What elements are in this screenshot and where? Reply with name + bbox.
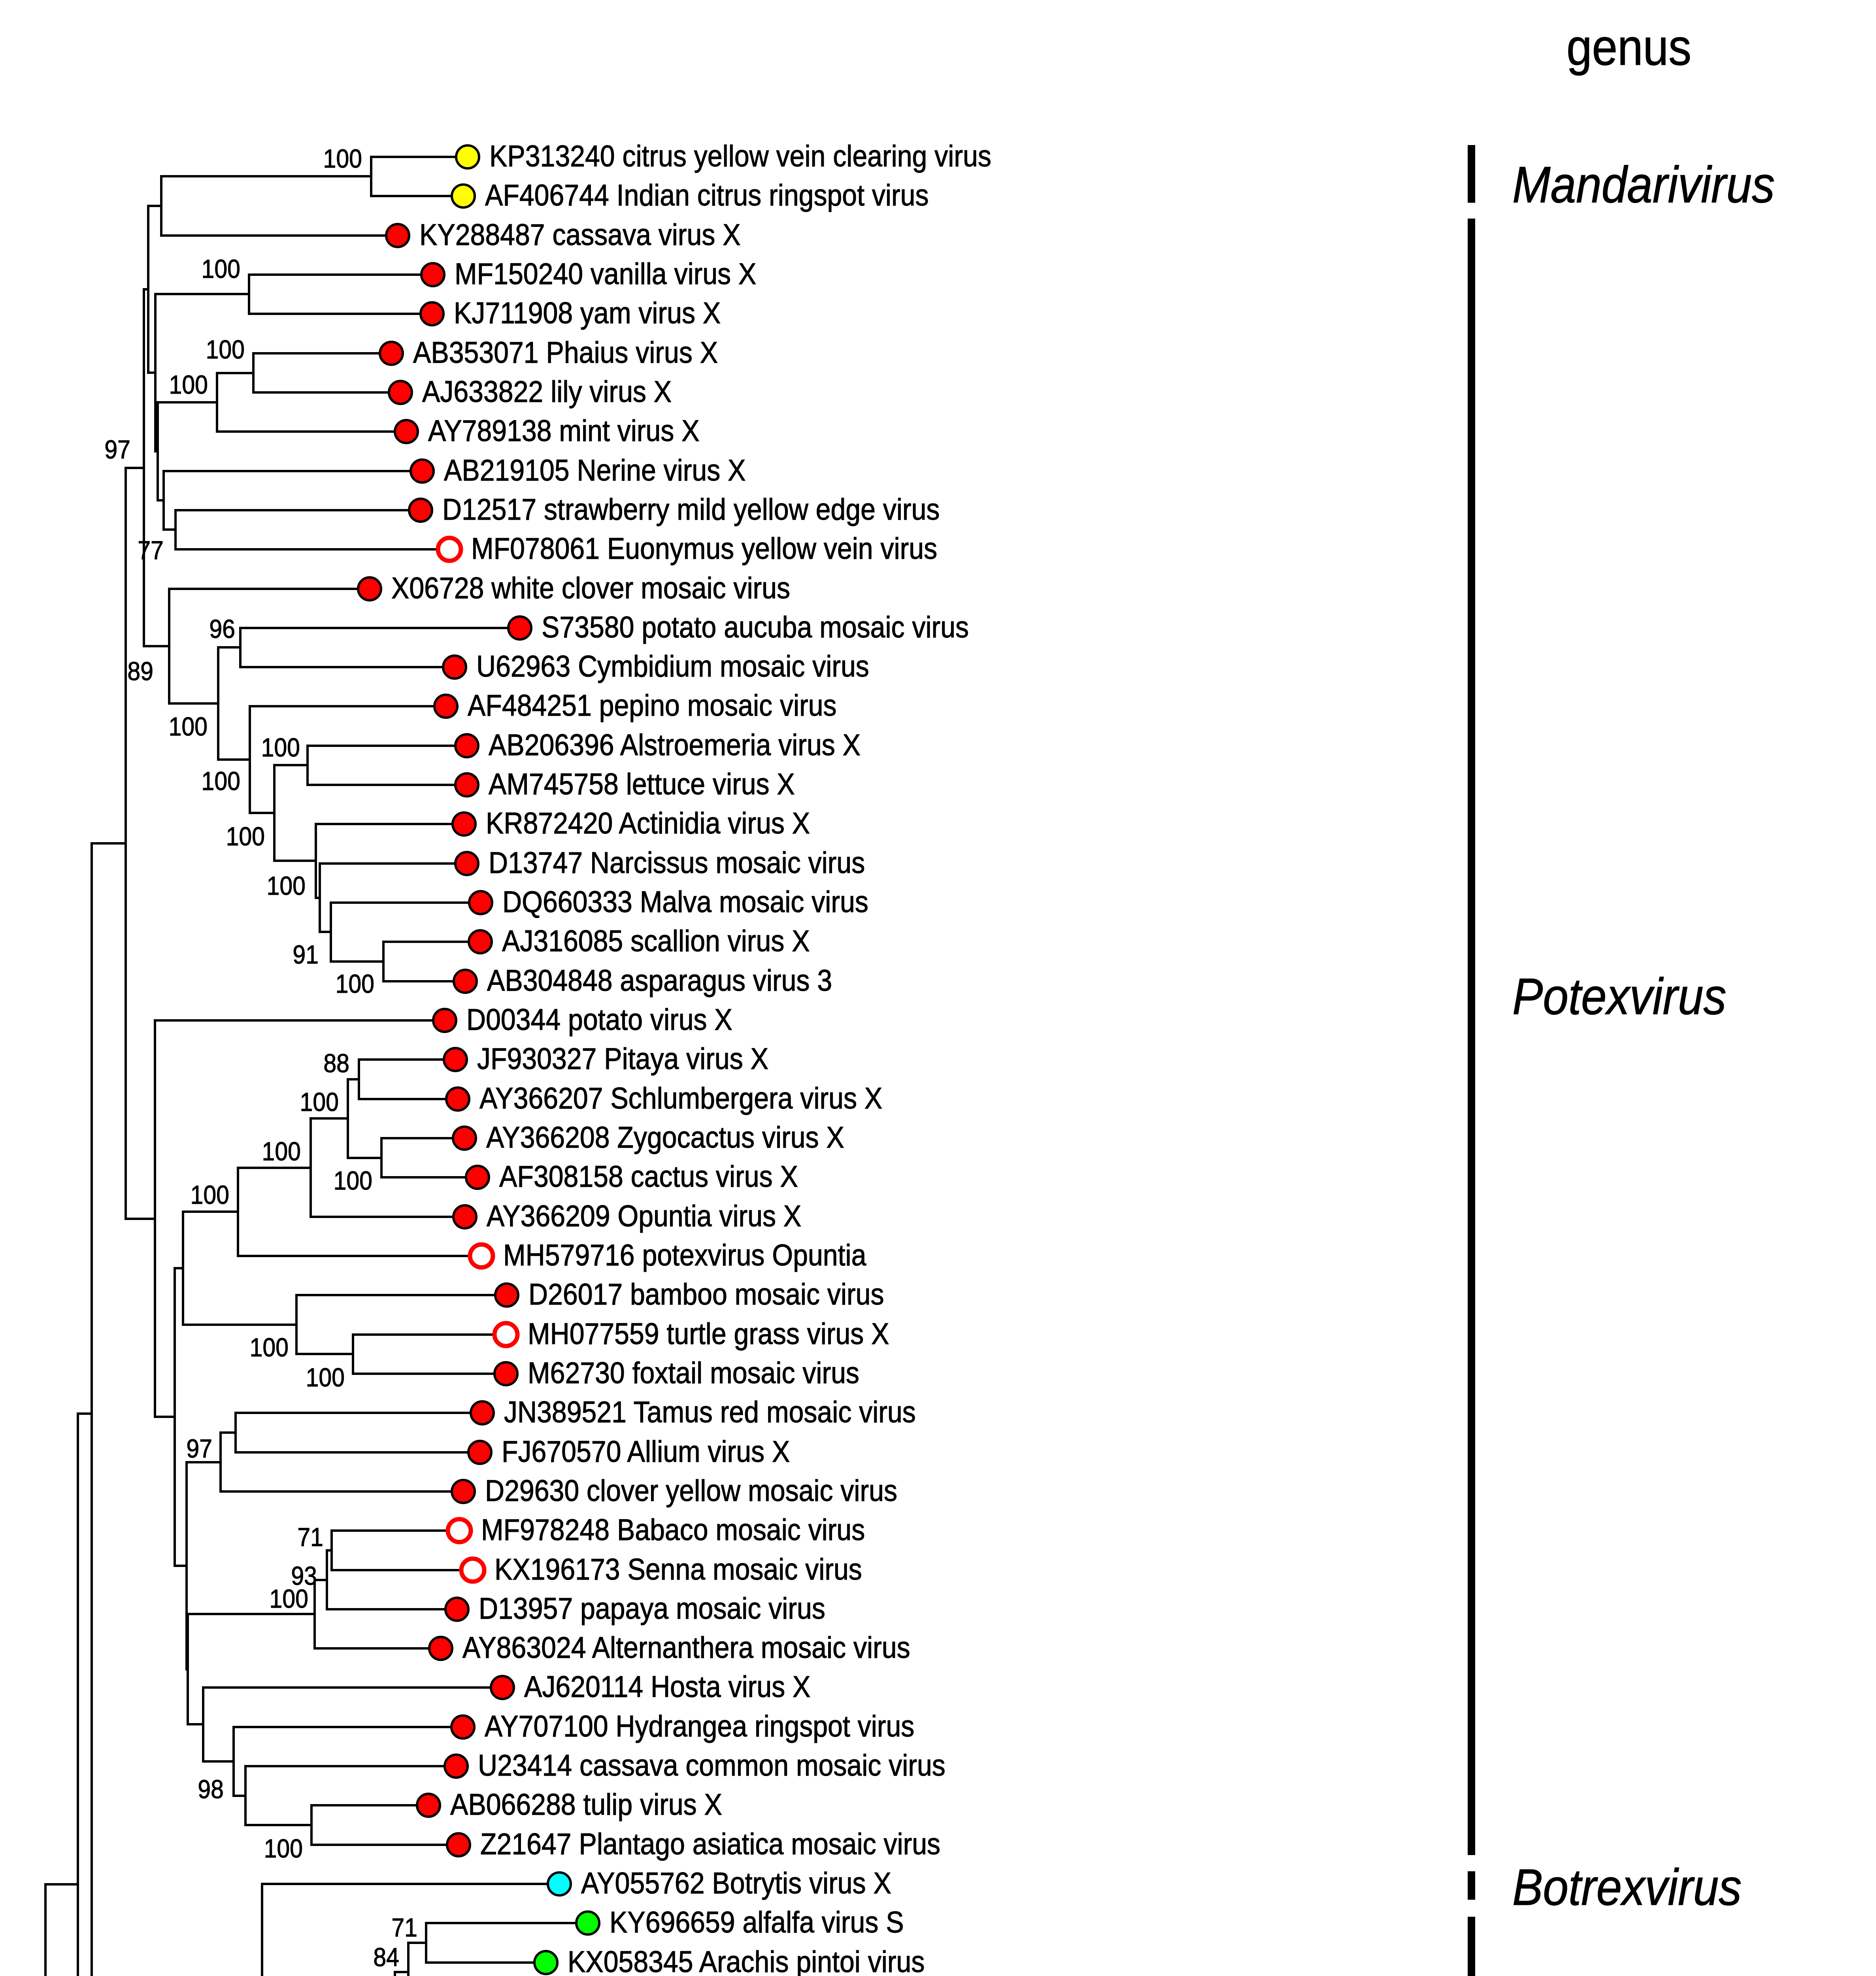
svg-text:AF406744 Indian citrus ringspo: AF406744 Indian citrus ringspot virus: [485, 179, 929, 212]
svg-text:MH579716 potexvirus Opuntia: MH579716 potexvirus Opuntia: [503, 1239, 866, 1272]
svg-text:100: 100: [206, 335, 245, 364]
svg-text:89: 89: [127, 657, 153, 686]
svg-text:D13957 papaya mosaic virus: D13957 papaya mosaic virus: [479, 1592, 825, 1625]
svg-text:MF978248 Babaco mosaic virus: MF978248 Babaco mosaic virus: [481, 1514, 865, 1547]
svg-text:AY366209 Opuntia virus X: AY366209 Opuntia virus X: [487, 1199, 801, 1233]
svg-text:100: 100: [270, 1584, 308, 1614]
svg-text:D13747 Narcissus mosaic virus: D13747 Narcissus mosaic virus: [489, 846, 865, 879]
svg-text:77: 77: [138, 536, 164, 565]
svg-text:AB066288 tulip virus X: AB066288 tulip virus X: [450, 1788, 722, 1821]
svg-text:AM745758 lettuce virus X: AM745758 lettuce virus X: [489, 767, 795, 801]
svg-text:FJ670570 Allium virus X: FJ670570 Allium virus X: [502, 1435, 790, 1469]
svg-text:KJ711908 yam virus X: KJ711908 yam virus X: [454, 297, 721, 330]
svg-text:AY055762 Botrytis virus X: AY055762 Botrytis virus X: [581, 1867, 891, 1900]
svg-text:71: 71: [297, 1523, 323, 1552]
svg-text:AY366207 Schlumbergera virus X: AY366207 Schlumbergera virus X: [479, 1082, 882, 1115]
svg-text:71: 71: [391, 1913, 417, 1942]
svg-text:AJ316085 scallion virus X: AJ316085 scallion virus X: [502, 924, 810, 958]
svg-text:96: 96: [209, 615, 235, 644]
svg-text:S73580 potato aucuba mosaic vi: S73580 potato aucuba mosaic virus: [542, 611, 969, 644]
svg-text:AJ633822 lily virus X: AJ633822 lily virus X: [422, 375, 672, 408]
svg-text:KP313240 citrus yellow vein cl: KP313240 citrus yellow vein clearing vir…: [489, 140, 991, 173]
svg-text:Botrexvirus: Botrexvirus: [1512, 1859, 1742, 1916]
svg-text:Mandarivirus: Mandarivirus: [1512, 156, 1775, 214]
svg-text:D26017 bamboo mosaic virus: D26017 bamboo mosaic virus: [528, 1278, 884, 1311]
svg-text:100: 100: [261, 733, 300, 762]
svg-text:100: 100: [202, 255, 240, 284]
svg-text:Potexvirus: Potexvirus: [1512, 968, 1726, 1026]
svg-text:U62963 Cymbidium mosaic virus: U62963 Cymbidium mosaic virus: [476, 650, 869, 683]
svg-text:genus: genus: [1566, 19, 1691, 76]
svg-text:100: 100: [169, 712, 208, 741]
svg-text:100: 100: [264, 1834, 303, 1863]
svg-text:AB206396 Alstroemeria virus X: AB206396 Alstroemeria virus X: [489, 728, 861, 762]
svg-text:93: 93: [291, 1561, 317, 1591]
svg-text:U23414 cassava common mosaic v: U23414 cassava common mosaic virus: [478, 1749, 946, 1782]
svg-text:KR872420 Actinidia virus X: KR872420 Actinidia virus X: [486, 807, 810, 840]
svg-text:KY696659 alfalfa virus S: KY696659 alfalfa virus S: [610, 1906, 904, 1939]
svg-text:100: 100: [306, 1363, 345, 1392]
svg-text:KX196173 Senna mosaic virus: KX196173 Senna mosaic virus: [494, 1553, 862, 1586]
svg-text:KY288487 cassava virus X: KY288487 cassava virus X: [419, 219, 741, 252]
svg-text:AY366208 Zygocactus virus X: AY366208 Zygocactus virus X: [486, 1121, 844, 1154]
svg-text:MH077559 turtle grass virus X: MH077559 turtle grass virus X: [528, 1317, 889, 1350]
svg-text:Z21647 Plantago asiatica mosai: Z21647 Plantago asiatica mosaic virus: [480, 1828, 940, 1861]
svg-text:100: 100: [267, 871, 306, 901]
svg-text:D29630 clover yellow mosaic vi: D29630 clover yellow mosaic virus: [485, 1474, 897, 1508]
svg-text:AY789138 mint virus X: AY789138 mint virus X: [428, 414, 700, 447]
svg-text:AF484251 pepino mosaic virus: AF484251 pepino mosaic virus: [468, 689, 837, 722]
svg-text:100: 100: [191, 1180, 229, 1210]
svg-text:AY707100 Hydrangea ringspot vi: AY707100 Hydrangea ringspot virus: [485, 1710, 914, 1743]
svg-text:98: 98: [198, 1775, 224, 1804]
svg-text:M62730 foxtail mosaic virus: M62730 foxtail mosaic virus: [528, 1356, 859, 1390]
svg-text:AJ620114 Hosta virus X: AJ620114 Hosta virus X: [524, 1670, 810, 1703]
svg-text:D00344 potato virus X: D00344 potato virus X: [466, 1003, 732, 1037]
svg-text:DQ660333 Malva mosaic virus: DQ660333 Malva mosaic virus: [502, 885, 868, 918]
svg-text:JF930327 Pitaya virus X: JF930327 Pitaya virus X: [477, 1043, 768, 1076]
svg-text:97: 97: [186, 1434, 212, 1463]
svg-text:MF150240 vanilla virus X: MF150240 vanilla virus X: [455, 258, 756, 291]
svg-text:AF308158 cactus virus X: AF308158 cactus virus X: [499, 1160, 798, 1193]
svg-text:X06728 white clover mosaic vir: X06728 white clover mosaic virus: [391, 572, 790, 605]
svg-text:JN389521 Tamus red mosaic viru: JN389521 Tamus red mosaic virus: [504, 1395, 916, 1429]
svg-text:100: 100: [300, 1088, 339, 1117]
svg-text:100: 100: [169, 370, 208, 400]
svg-text:100: 100: [323, 144, 362, 173]
svg-text:AY863024 Alternanthera mosaic: AY863024 Alternanthera mosaic virus: [462, 1631, 910, 1664]
svg-text:D12517 strawberry mild yellow: D12517 strawberry mild yellow edge virus: [442, 493, 940, 526]
svg-text:AB219105 Nerine virus X: AB219105 Nerine virus X: [444, 454, 745, 487]
svg-text:100: 100: [334, 1166, 372, 1195]
svg-text:MF078061 Euonymus yellow vein: MF078061 Euonymus yellow vein virus: [471, 532, 937, 565]
svg-text:100: 100: [262, 1137, 301, 1166]
svg-text:AB304848 asparagus virus 3: AB304848 asparagus virus 3: [487, 964, 832, 997]
svg-text:KX058345 Arachis pintoi virus: KX058345 Arachis pintoi virus: [568, 1946, 925, 1976]
svg-text:100: 100: [336, 969, 374, 999]
svg-text:AB353071 Phaius virus X: AB353071 Phaius virus X: [413, 336, 718, 369]
svg-text:100: 100: [250, 1333, 289, 1362]
svg-text:88: 88: [323, 1049, 349, 1078]
svg-text:100: 100: [202, 767, 240, 796]
svg-text:91: 91: [293, 940, 319, 969]
svg-text:84: 84: [373, 1943, 399, 1972]
svg-text:100: 100: [226, 822, 265, 851]
svg-text:97: 97: [104, 435, 130, 464]
